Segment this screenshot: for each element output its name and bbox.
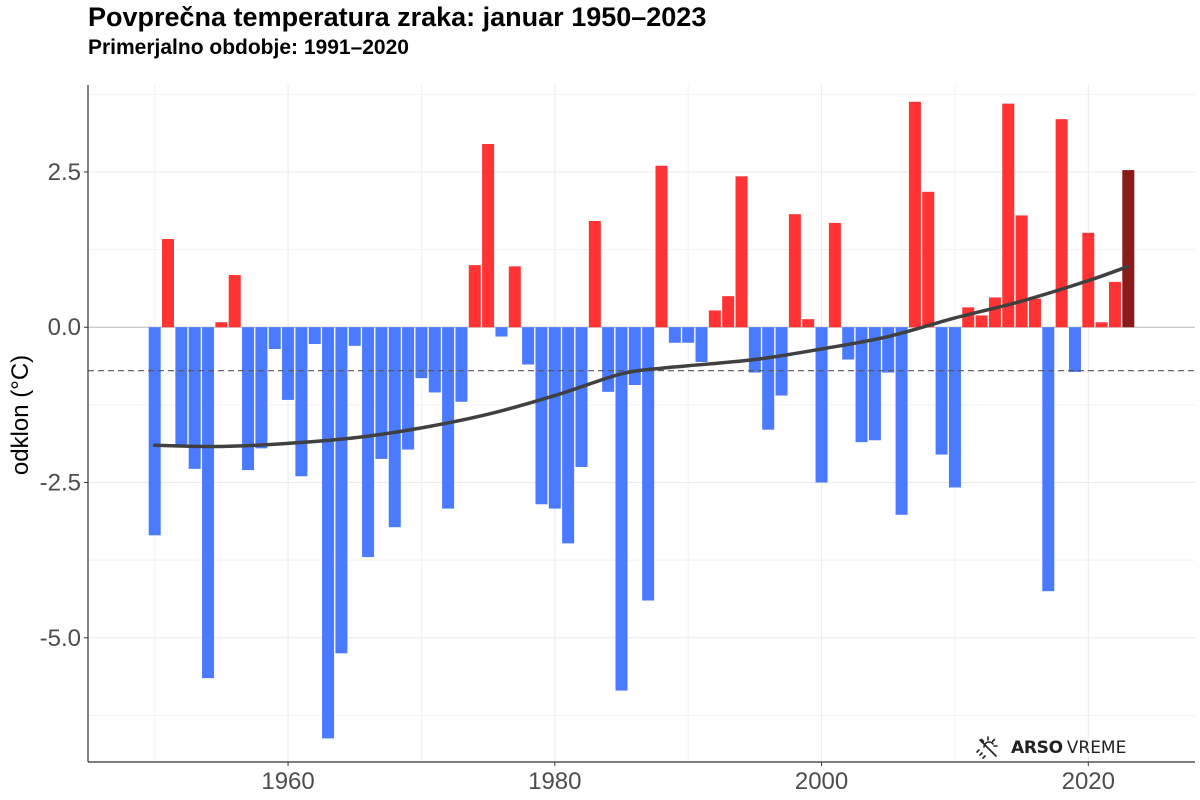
bar-1980 <box>548 327 561 509</box>
bar-1977 <box>508 266 521 328</box>
bar-1950 <box>148 327 161 536</box>
bar-2013 <box>988 297 1001 328</box>
bar-1978 <box>522 327 535 365</box>
bar-1965 <box>348 327 361 346</box>
bar-2003 <box>855 327 868 443</box>
bar-1998 <box>788 214 801 328</box>
bar-2007 <box>908 101 921 328</box>
bar-1973 <box>455 327 468 402</box>
arso-logo: ARSO VREME <box>975 736 1126 760</box>
bar-1990 <box>682 327 695 343</box>
bar-1983 <box>588 221 601 328</box>
bar-2017 <box>1042 327 1055 592</box>
bar-1997 <box>775 327 788 396</box>
bar-1999 <box>802 319 815 328</box>
logo-product: VREME <box>1066 738 1127 758</box>
bar-1985 <box>615 327 628 691</box>
y-axis-title: odklon (°C) <box>7 355 34 475</box>
bar-1966 <box>362 327 375 558</box>
bar-1979 <box>535 327 548 505</box>
trend-group <box>152 264 1131 449</box>
bar-1989 <box>668 327 681 343</box>
x-tick-label: 2000 <box>795 768 848 795</box>
bar-1954 <box>202 327 215 679</box>
bar-1970 <box>415 327 428 379</box>
bar-1959 <box>268 327 281 349</box>
bar-1986 <box>628 327 641 385</box>
bar-1969 <box>402 327 415 450</box>
logo-brand: ARSO <box>1011 738 1063 758</box>
bar-1992 <box>708 310 721 328</box>
bar-1987 <box>642 327 655 601</box>
bar-2023 <box>1122 170 1135 328</box>
y-tick-label: -5.0 <box>40 625 81 652</box>
bar-1957 <box>242 327 255 471</box>
bar-1981 <box>562 327 575 544</box>
bar-1962 <box>308 327 321 344</box>
bar-1993 <box>722 296 735 328</box>
bar-1974 <box>468 265 481 328</box>
y-ticks: 2.5 0.0 -2.5 -5.0 <box>40 159 88 652</box>
bar-1964 <box>335 327 348 654</box>
bar-2022 <box>1108 281 1121 328</box>
bar-2014 <box>1002 103 1015 328</box>
bar-2001 <box>828 222 841 328</box>
sun-rain-icon <box>976 736 998 759</box>
bar-2008 <box>922 191 935 328</box>
bar-2019 <box>1068 327 1081 372</box>
trend-line <box>152 264 1131 449</box>
bar-1975 <box>482 144 495 328</box>
bar-2018 <box>1055 119 1068 328</box>
bar-1995 <box>748 327 761 373</box>
bar-1967 <box>375 327 388 459</box>
bar-2004 <box>868 327 881 441</box>
y-tick-label: -2.5 <box>40 470 81 497</box>
bar-1982 <box>575 327 588 467</box>
bar-1955 <box>215 322 228 328</box>
chart-subtitle: Primerjalno obdobje: 1991–2020 <box>88 36 409 59</box>
axes <box>87 85 1195 763</box>
bar-1972 <box>442 327 455 509</box>
bar-1956 <box>228 275 241 328</box>
bar-1951 <box>162 239 175 328</box>
bar-1960 <box>282 327 295 400</box>
bar-2010 <box>948 327 961 488</box>
x-tick-label: 1960 <box>261 768 314 795</box>
bar-1996 <box>762 327 775 430</box>
bar-1988 <box>655 165 668 328</box>
x-tick-label: 1980 <box>528 768 581 795</box>
bar-1991 <box>695 327 708 363</box>
x-tick-label: 2020 <box>1062 768 1115 795</box>
bar-1994 <box>735 176 748 328</box>
x-ticks: 1960 1980 2000 2020 <box>261 762 1115 795</box>
bar-2012 <box>975 315 988 328</box>
bar-1961 <box>295 327 308 477</box>
bar-1971 <box>428 327 441 393</box>
bar-1963 <box>322 327 335 739</box>
y-tick-label: 2.5 <box>48 159 81 186</box>
bar-2000 <box>815 327 828 483</box>
bar-2015 <box>1015 215 1028 328</box>
bar-2006 <box>895 327 908 515</box>
bar-1976 <box>495 327 508 337</box>
bars <box>148 101 1135 739</box>
y-tick-label: 0.0 <box>48 314 81 341</box>
bar-1953 <box>188 327 201 469</box>
bar-1952 <box>175 327 188 446</box>
bar-2016 <box>1028 298 1041 328</box>
chart-title: Povprečna temperatura zraka: januar 1950… <box>88 2 707 32</box>
bar-1968 <box>388 327 401 528</box>
bar-1958 <box>255 327 268 449</box>
bar-2009 <box>935 327 948 455</box>
bar-2021 <box>1095 322 1108 328</box>
bar-1984 <box>602 327 615 392</box>
